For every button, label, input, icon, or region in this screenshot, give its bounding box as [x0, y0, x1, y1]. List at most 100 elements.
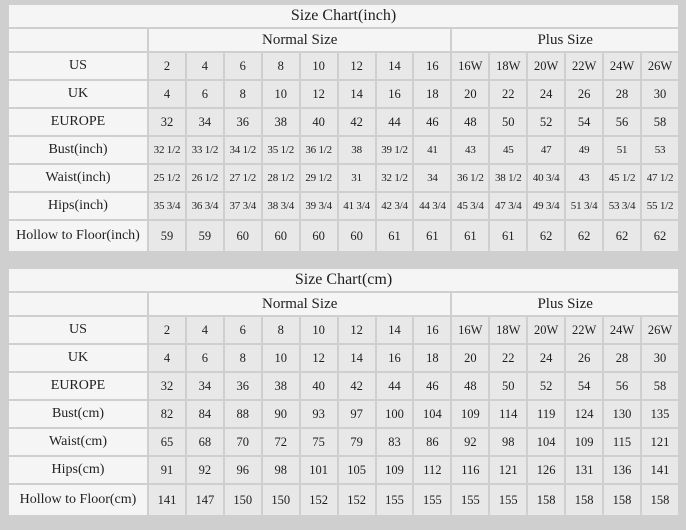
size-value-cell: 136	[604, 457, 640, 483]
size-value-cell: 45	[490, 137, 527, 163]
table-row: Hips(inch) 35 3/4 36 3/4 37 3/4 38 3/4 39 3/4…	[9, 193, 678, 219]
size-value-cell: 4	[186, 53, 223, 79]
size-value-cell: 54	[566, 109, 603, 135]
size-value-cell: 152	[338, 485, 375, 515]
size-value-cell: 16	[376, 81, 413, 107]
size-value-cell: 126	[528, 457, 565, 483]
size-value-cell: 83	[376, 429, 413, 455]
size-value-cell: 155	[376, 485, 413, 515]
size-value-cell: 53	[641, 137, 678, 163]
size-value-cell: 65	[149, 429, 185, 455]
table-title-row: Size Chart(inch)	[9, 5, 678, 27]
size-value-cell: 70	[224, 429, 261, 455]
size-value-cell: 60	[300, 221, 337, 251]
size-value-cell: 46	[414, 373, 451, 399]
table-row: Bust(cm) 82 84 88 90 93 97 100 104 109 114 119 124 13…	[9, 401, 678, 427]
size-value-cell: 12	[300, 81, 337, 107]
size-value-cell: 58	[641, 373, 678, 399]
size-value-cell: 44 3/4	[414, 193, 451, 219]
size-value-cell: 61	[376, 221, 413, 251]
size-value-cell: 34	[186, 373, 223, 399]
size-value-cell: 60	[224, 221, 261, 251]
size-value-cell: 60	[262, 221, 299, 251]
table-row: US 2 4 6 8 10 12 14 16 16W 18W 20W 22W 24W 26W	[9, 53, 678, 79]
size-value-cell: 36	[224, 109, 261, 135]
table-row: UK 4 6 8 10 12 14 16 18 20 22 24 26 28 30	[9, 81, 678, 107]
row-label: Waist(cm)	[9, 429, 147, 455]
size-chart-inch-header: Size Chart(inch) Normal Size Plus Size	[9, 5, 678, 51]
size-value-cell: 62	[641, 221, 678, 251]
size-value-cell: 47	[528, 137, 565, 163]
size-value-cell: 28	[604, 81, 640, 107]
size-chart-inch-table: Size Chart(inch) Normal Size Plus Size U…	[7, 3, 680, 253]
size-value-cell: 49 3/4	[528, 193, 565, 219]
size-value-cell: 4	[149, 81, 185, 107]
column-group-row: Normal Size Plus Size	[9, 293, 678, 315]
size-value-cell: 141	[149, 485, 185, 515]
row-label: Hips(cm)	[9, 457, 147, 483]
corner-cell	[9, 293, 147, 315]
row-label: UK	[9, 345, 147, 371]
size-value-cell: 36 1/2	[300, 137, 337, 163]
size-value-cell: 141	[641, 457, 678, 483]
size-value-cell: 34	[186, 109, 223, 135]
size-value-cell: 6	[186, 345, 223, 371]
table-row: Hollow to Floor(inch) 59 59 60 60 60 60 61 61 61 6…	[9, 221, 678, 251]
size-value-cell: 18	[414, 345, 451, 371]
size-value-cell: 32	[149, 373, 185, 399]
size-value-cell: 155	[414, 485, 451, 515]
size-value-cell: 22	[490, 345, 527, 371]
size-value-cell: 40	[300, 109, 337, 135]
size-value-cell: 39 3/4	[300, 193, 337, 219]
column-group-normal-size: Normal Size	[149, 293, 451, 315]
size-value-cell: 12	[300, 345, 337, 371]
size-value-cell: 55 1/2	[641, 193, 678, 219]
size-value-cell: 88	[224, 401, 261, 427]
size-chart-cm-header: Size Chart(cm) Normal Size Plus Size	[9, 269, 678, 315]
table-row: Bust(inch) 32 1/2 33 1/2 34 1/2 35 1/2 36 1/2…	[9, 137, 678, 163]
size-value-cell: 10	[300, 53, 337, 79]
size-value-cell: 2	[149, 317, 185, 343]
size-value-cell: 38	[262, 373, 299, 399]
size-value-cell: 32	[149, 109, 185, 135]
size-value-cell: 27 1/2	[224, 165, 261, 191]
size-value-cell: 116	[452, 457, 489, 483]
size-value-cell: 2	[149, 53, 185, 79]
size-value-cell: 10	[262, 345, 299, 371]
size-value-cell: 32 1/2	[376, 165, 413, 191]
size-value-cell: 51 3/4	[566, 193, 603, 219]
size-value-cell: 22W	[566, 53, 603, 79]
row-label: Hollow to Floor(inch)	[9, 221, 147, 251]
size-value-cell: 47 3/4	[490, 193, 527, 219]
size-value-cell: 42	[338, 373, 375, 399]
table-row: Hips(cm) 91 92 96 98 101 105 109 112 116 121 126 131…	[9, 457, 678, 483]
size-value-cell: 147	[186, 485, 223, 515]
table-row: Hollow to Floor(cm) 141 147 150 150 152 152 155…	[9, 485, 678, 515]
size-value-cell: 38	[338, 137, 375, 163]
size-value-cell: 48	[452, 373, 489, 399]
row-label: Bust(inch)	[9, 137, 147, 163]
size-value-cell: 14	[338, 81, 375, 107]
size-value-cell: 158	[528, 485, 565, 515]
size-value-cell: 44	[376, 373, 413, 399]
size-value-cell: 38 3/4	[262, 193, 299, 219]
size-value-cell: 18W	[490, 317, 527, 343]
size-value-cell: 24W	[604, 53, 640, 79]
size-value-cell: 98	[490, 429, 527, 455]
size-value-cell: 20	[452, 81, 489, 107]
size-value-cell: 45 1/2	[604, 165, 640, 191]
size-value-cell: 46	[414, 109, 451, 135]
size-value-cell: 42 3/4	[376, 193, 413, 219]
size-value-cell: 61	[490, 221, 527, 251]
size-value-cell: 121	[641, 429, 678, 455]
row-label: EUROPE	[9, 109, 147, 135]
size-value-cell: 90	[262, 401, 299, 427]
size-value-cell: 109	[566, 429, 603, 455]
size-value-cell: 40	[300, 373, 337, 399]
size-value-cell: 37 3/4	[224, 193, 261, 219]
size-chart-cm-table: Size Chart(cm) Normal Size Plus Size US 2…	[7, 267, 680, 517]
size-charts-container: Size Chart(inch) Normal Size Plus Size U…	[7, 3, 680, 517]
size-value-cell: 41	[414, 137, 451, 163]
table-row: EUROPE 32 34 36 38 40 42 44 46 48 50 52 54 56 58	[9, 373, 678, 399]
size-value-cell: 82	[149, 401, 185, 427]
